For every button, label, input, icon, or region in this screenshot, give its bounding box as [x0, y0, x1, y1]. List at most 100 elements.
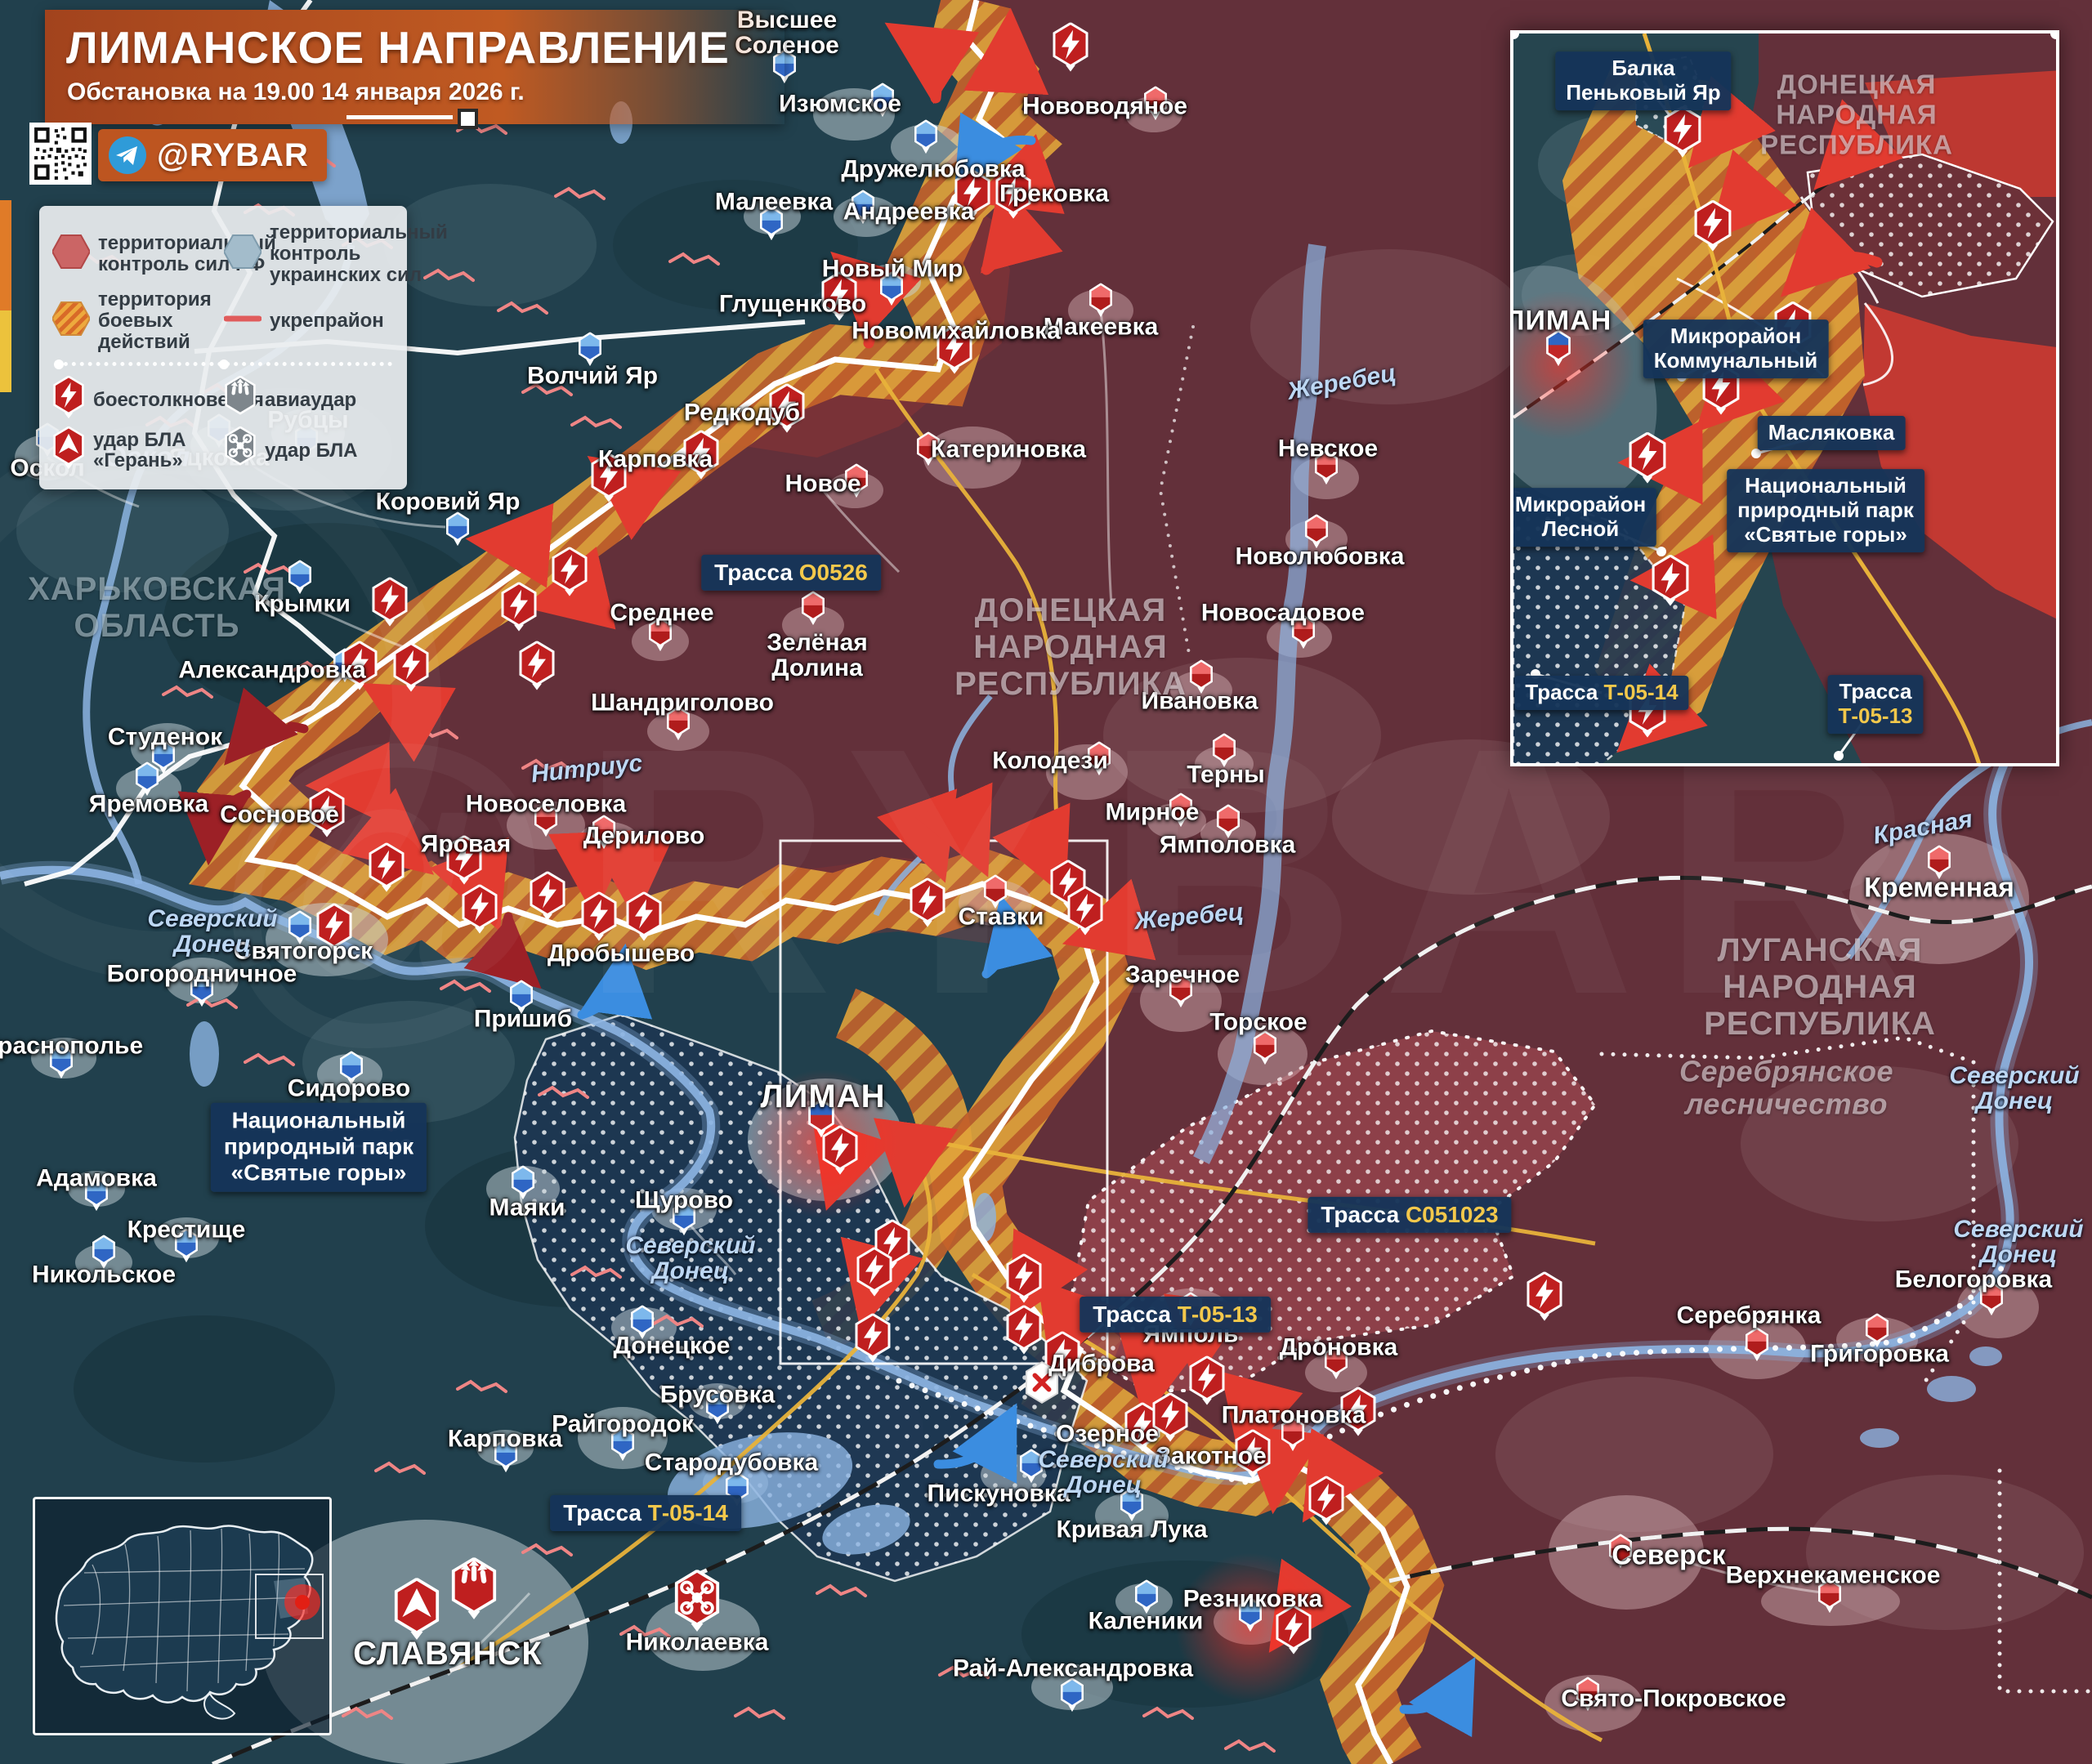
town-label: Нововодяное — [1021, 92, 1188, 120]
legend-item-label: укрепрайон — [270, 309, 384, 332]
clash-icon — [682, 429, 720, 480]
road-label: Трасса Т-05-13 — [1827, 675, 1924, 734]
legend-row: удар БЛА «Герань» удар БЛА — [52, 426, 396, 474]
map-legend: территориальный контроль сил РФ территори… — [39, 206, 448, 489]
town-label: Новосадовое — [1200, 599, 1366, 627]
inset-corner-dot — [1513, 33, 1519, 39]
map-subtitle: Обстановка на 19.00 14 января 2026 г. — [67, 78, 525, 105]
town-label: Коровий Яр — [375, 488, 521, 516]
clash-icon — [1005, 1304, 1043, 1355]
town-label: Резниковка — [1182, 1585, 1323, 1613]
clash-icon — [315, 902, 353, 953]
river-label: Северский Донец — [625, 1231, 756, 1284]
town-label: Никольское — [31, 1261, 177, 1288]
town-label: Донецкое — [613, 1332, 731, 1360]
town-pin-ru — [801, 591, 825, 627]
town-pin-ru — [1608, 1534, 1633, 1570]
callout-box: Микрорайон Лесной — [1513, 488, 1657, 547]
callout-box: Микрорайон Коммунальный — [1643, 319, 1829, 378]
town-label: Кременная — [1864, 872, 2014, 904]
region-label: ДОНЕЦКАЯ НАРОДНАЯ РЕСПУБЛИКА — [954, 592, 1187, 702]
hex-rf-icon — [51, 234, 92, 274]
town-label: Шандриголово — [591, 689, 774, 717]
town-label: Новый Мир — [821, 255, 963, 283]
town-pin-ua — [49, 1044, 74, 1081]
town-label: Дробышево — [547, 940, 695, 967]
town-pin-split — [1545, 329, 1571, 368]
legend-item: территория боевых действий — [51, 288, 224, 353]
town-label: Крестище — [127, 1216, 246, 1244]
region-label: ХАРЬКОВСКАЯ ОБЛАСТЬ — [28, 571, 286, 644]
clash-icon — [1663, 105, 1702, 159]
town-pin-ru — [1291, 614, 1316, 651]
town-label: Свято-Покровское — [1561, 1685, 1786, 1713]
avia-icon — [224, 375, 257, 423]
legend-item: удар БЛА «Герань» — [52, 426, 224, 474]
legend-item-label: территориальный контроль украинских сил — [270, 221, 448, 286]
river-label: Северский Донец — [147, 904, 278, 958]
town-pin-ru — [1865, 1313, 1889, 1350]
minimap-focus-rect — [255, 1574, 324, 1639]
town-label: Студенок — [107, 723, 223, 751]
legend-item: удар БЛА — [224, 426, 396, 474]
clash-icon — [1275, 1604, 1312, 1655]
town-label: Богородничное — [106, 960, 297, 988]
town-pin-ru — [648, 617, 673, 654]
callout-box: Масляковка — [1757, 416, 1906, 450]
town-pin-ua — [705, 1390, 730, 1427]
town-label: Брусовка — [659, 1381, 776, 1409]
town-label: Николаевка — [625, 1628, 769, 1656]
clash-icon — [1628, 431, 1667, 485]
town-label: Григоровка — [1810, 1340, 1949, 1368]
town-pin-ru — [1745, 1327, 1769, 1364]
strike-glow — [1513, 288, 1638, 443]
town-label: ЛИМАН — [760, 1078, 886, 1115]
town-pin-ua — [1019, 1449, 1044, 1485]
clash-icon — [551, 546, 588, 597]
clash-icon — [1651, 554, 1690, 607]
town-label: Малеевка — [714, 188, 834, 216]
title-decor-line — [346, 115, 453, 119]
clash-icon — [1052, 21, 1089, 73]
clash-icon — [1526, 1271, 1563, 1322]
town-label: Пискуновка — [927, 1480, 1071, 1507]
road-label: Трасса С051023 — [1308, 1196, 1512, 1234]
minimap-hotspot — [295, 1595, 310, 1610]
town-label: Кривая Лука — [1056, 1516, 1208, 1543]
telegram-icon — [108, 136, 147, 175]
town-label: Ивановка — [1141, 687, 1258, 715]
town-label: Изюмское — [779, 90, 901, 118]
clash-icon — [461, 883, 498, 935]
title-block: ЛИМАНСКОЕ НАПРАВЛЕНИЕ Обстановка на 19.0… — [45, 10, 784, 124]
callout-box: Национальный природный парк «Святые горы… — [210, 1102, 427, 1192]
channel-name: @RYBAR — [157, 136, 309, 173]
town-label: Серебрянка — [1676, 1302, 1822, 1329]
town-label: Катериновка — [930, 435, 1087, 463]
town-label: Ставки — [958, 903, 1044, 931]
town-pin-ru — [916, 431, 941, 468]
town-label: СЛАВЯНСК — [353, 1636, 543, 1672]
town-label: Верхнекаменское — [1725, 1561, 1941, 1589]
town-pin-ua — [288, 560, 312, 596]
town-pin-ua — [288, 910, 312, 947]
road-label: Трасса Т-05-14 — [550, 1494, 741, 1532]
town-pin-ua — [494, 1438, 518, 1475]
advance-arrow — [830, 251, 922, 349]
line-ukrep-icon — [223, 301, 262, 341]
town-pin-ua — [610, 1427, 635, 1463]
legend-row: территория боевых действий укрепрайон — [51, 288, 396, 353]
town-label: Ямполовка — [1159, 831, 1296, 859]
town-pin-ua — [672, 1201, 696, 1238]
town-label: Зелёная Долина — [767, 628, 868, 681]
town-pin-ru — [1253, 1030, 1277, 1067]
town-label: Каленики — [1088, 1607, 1204, 1635]
crimea-outline — [203, 1692, 236, 1720]
town-pin-ua — [92, 1235, 116, 1271]
town-pin-ru — [1817, 1579, 1842, 1615]
town-pin-ru — [534, 802, 558, 839]
legend-separator — [54, 359, 392, 370]
legend-row: боестолкновения авиаудар — [52, 375, 396, 423]
town-label: Терны — [1187, 761, 1265, 788]
advance-arrow — [981, 895, 1053, 979]
town-pin-ua — [84, 1177, 109, 1213]
